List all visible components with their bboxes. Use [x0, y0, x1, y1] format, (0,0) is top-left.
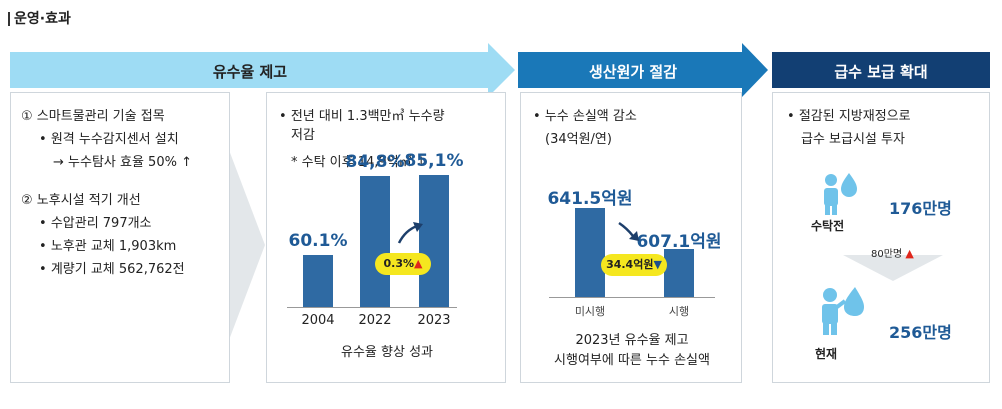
- panel3-line2: (34억원/연): [545, 132, 612, 147]
- chart1-baseline: [287, 307, 457, 308]
- person-drop-icon: [824, 173, 857, 215]
- x-label-2004: 2004: [301, 313, 335, 328]
- bar-not-implemented: [575, 207, 605, 297]
- item1-bullet2: → 누수탐사 효율 50% ↑: [53, 155, 192, 170]
- chart1-caption: 유수율 향상 성과: [341, 345, 433, 360]
- bar-2022: [360, 176, 390, 307]
- down-arrow-icon: ▼: [653, 258, 662, 271]
- bullet-dot: •: [279, 109, 291, 124]
- panel4-line1-text: 절감된 지방재정으로: [798, 109, 911, 124]
- item2-bullet3-text: 계량기 교체 562,762전: [50, 262, 185, 277]
- increase-pill-text: 0.3%: [383, 257, 415, 270]
- panel2-line1: • 전년 대비 1.3백만㎥ 누수량: [279, 107, 445, 126]
- before-value: 176만명: [889, 199, 952, 218]
- water-rate-chart: 60.1% 84,8% 85,1% 2004 2022 2023 0.3%▲: [267, 93, 507, 384]
- chevron-connector: [229, 150, 265, 340]
- panel2-line1-text: 전년 대비 1.3백만㎥ 누수량: [290, 109, 445, 124]
- person-shower-icon: [822, 287, 864, 335]
- x-label-not-implemented: 미시행: [574, 305, 606, 318]
- panel4-line2: 급수 보급시설 투자: [801, 132, 905, 147]
- loss-amount-chart: 641.5억원 607.1억원 미시행 시행 34.4억원▼: [521, 93, 743, 384]
- x-label-2022: 2022: [358, 313, 392, 328]
- banner-box-3: [772, 52, 990, 88]
- after-value: 256만명: [889, 323, 952, 342]
- bullet-dot: •: [533, 109, 545, 124]
- panel3-line1: • 누수 손실액 감소: [533, 107, 637, 126]
- chart2-caption2: 시행여부에 따른 누수 손실액: [554, 353, 710, 368]
- item2-bullet1-text: 수압관리 797개소: [50, 216, 152, 231]
- value-label-2023: 85,1%: [404, 151, 464, 172]
- value-label-2022: 84,8%: [345, 152, 405, 173]
- item2-bullet1: • 수압관리 797개소: [39, 214, 152, 233]
- after-label: 현재: [815, 347, 838, 361]
- panel-smart-management: ① 스마트물관리 기술 접목 • 원격 누수감지센서 설치 → 누수탐사 효율 …: [10, 92, 230, 383]
- item2-bullet2-text: 노후관 교체 1,903km: [50, 239, 177, 254]
- banner-label-2: 생산원가 절감: [588, 63, 678, 81]
- item2-bullet2: • 노후관 교체 1,903km: [39, 237, 176, 256]
- chart2-baseline: [549, 297, 715, 298]
- panel2-line2: 저감: [291, 128, 315, 143]
- diff-label: 80만명 ▲: [871, 245, 914, 260]
- banner-label-1: 유수율 제고: [212, 63, 288, 81]
- bar-implemented: [664, 248, 694, 297]
- banner-label-3: 급수 보급 확대: [834, 63, 928, 81]
- bar-2004: [303, 255, 333, 307]
- value-label-2004: 60.1%: [288, 231, 348, 252]
- item2-title: ② 노후시설 적기 개선: [21, 193, 141, 208]
- item2-bullet3: • 계량기 교체 562,762전: [39, 260, 185, 279]
- bullet-dot: •: [39, 262, 51, 277]
- before-label: 수탁전: [811, 219, 845, 233]
- value-label-implemented: 607.1억원: [636, 231, 722, 252]
- item1-bullet1-text: 원격 누수감지센서 설치: [50, 132, 179, 147]
- x-label-2023: 2023: [417, 313, 451, 328]
- bullet-dot: •: [39, 216, 51, 231]
- panel4-line1: • 절감된 지방재정으로: [787, 107, 911, 126]
- decrease-pill-text: 34.4억원: [606, 258, 654, 271]
- section-title: 운영·효과: [8, 12, 71, 26]
- bar-2023: [419, 175, 449, 307]
- bullet-dot: •: [39, 132, 51, 147]
- panel3-line1-text: 누수 손실액 감소: [544, 109, 637, 124]
- diff-label-text: 80만명: [871, 249, 903, 260]
- value-label-not-implemented: 641.5억원: [547, 188, 633, 209]
- increase-pill: 0.3%▲: [375, 253, 431, 275]
- diff-up-arrow-icon: ▲: [905, 247, 914, 260]
- decrease-pill: 34.4억원▼: [601, 254, 667, 276]
- panel-supply-expansion: • 절감된 지방재정으로 급수 보급시설 투자 수탁전 176만명 80만명 ▲…: [772, 92, 990, 383]
- banner-arrow-1: [10, 43, 515, 97]
- item1-bullet1: • 원격 누수감지센서 설치: [39, 130, 179, 149]
- growth-chevron: [843, 255, 943, 281]
- banner-arrow-2: [518, 43, 768, 97]
- bullet-dot: •: [39, 239, 51, 254]
- item1-title: ① 스마트물관리 기술 접목: [21, 109, 165, 124]
- panel-cost-reduction: • 누수 손실액 감소 (34억원/연) 641.5억원 607.1억원 미시행…: [520, 92, 742, 383]
- panel2-note: * 수탁 이후 14,9억㎥ ↓: [291, 155, 427, 170]
- decrease-arrow-icon: [618, 221, 639, 241]
- banner-arrows: [10, 43, 990, 97]
- bullet-dot: •: [787, 109, 799, 124]
- increase-arrow-icon: [397, 222, 423, 244]
- up-arrow-icon: ▲: [414, 257, 423, 270]
- chart2-caption1: 2023년 유수율 제고: [575, 333, 689, 348]
- x-label-implemented: 시행: [668, 305, 690, 318]
- panel-water-rate: • 전년 대비 1.3백만㎥ 누수량 저감 * 수탁 이후 14,9억㎥ ↓ 6…: [266, 92, 506, 383]
